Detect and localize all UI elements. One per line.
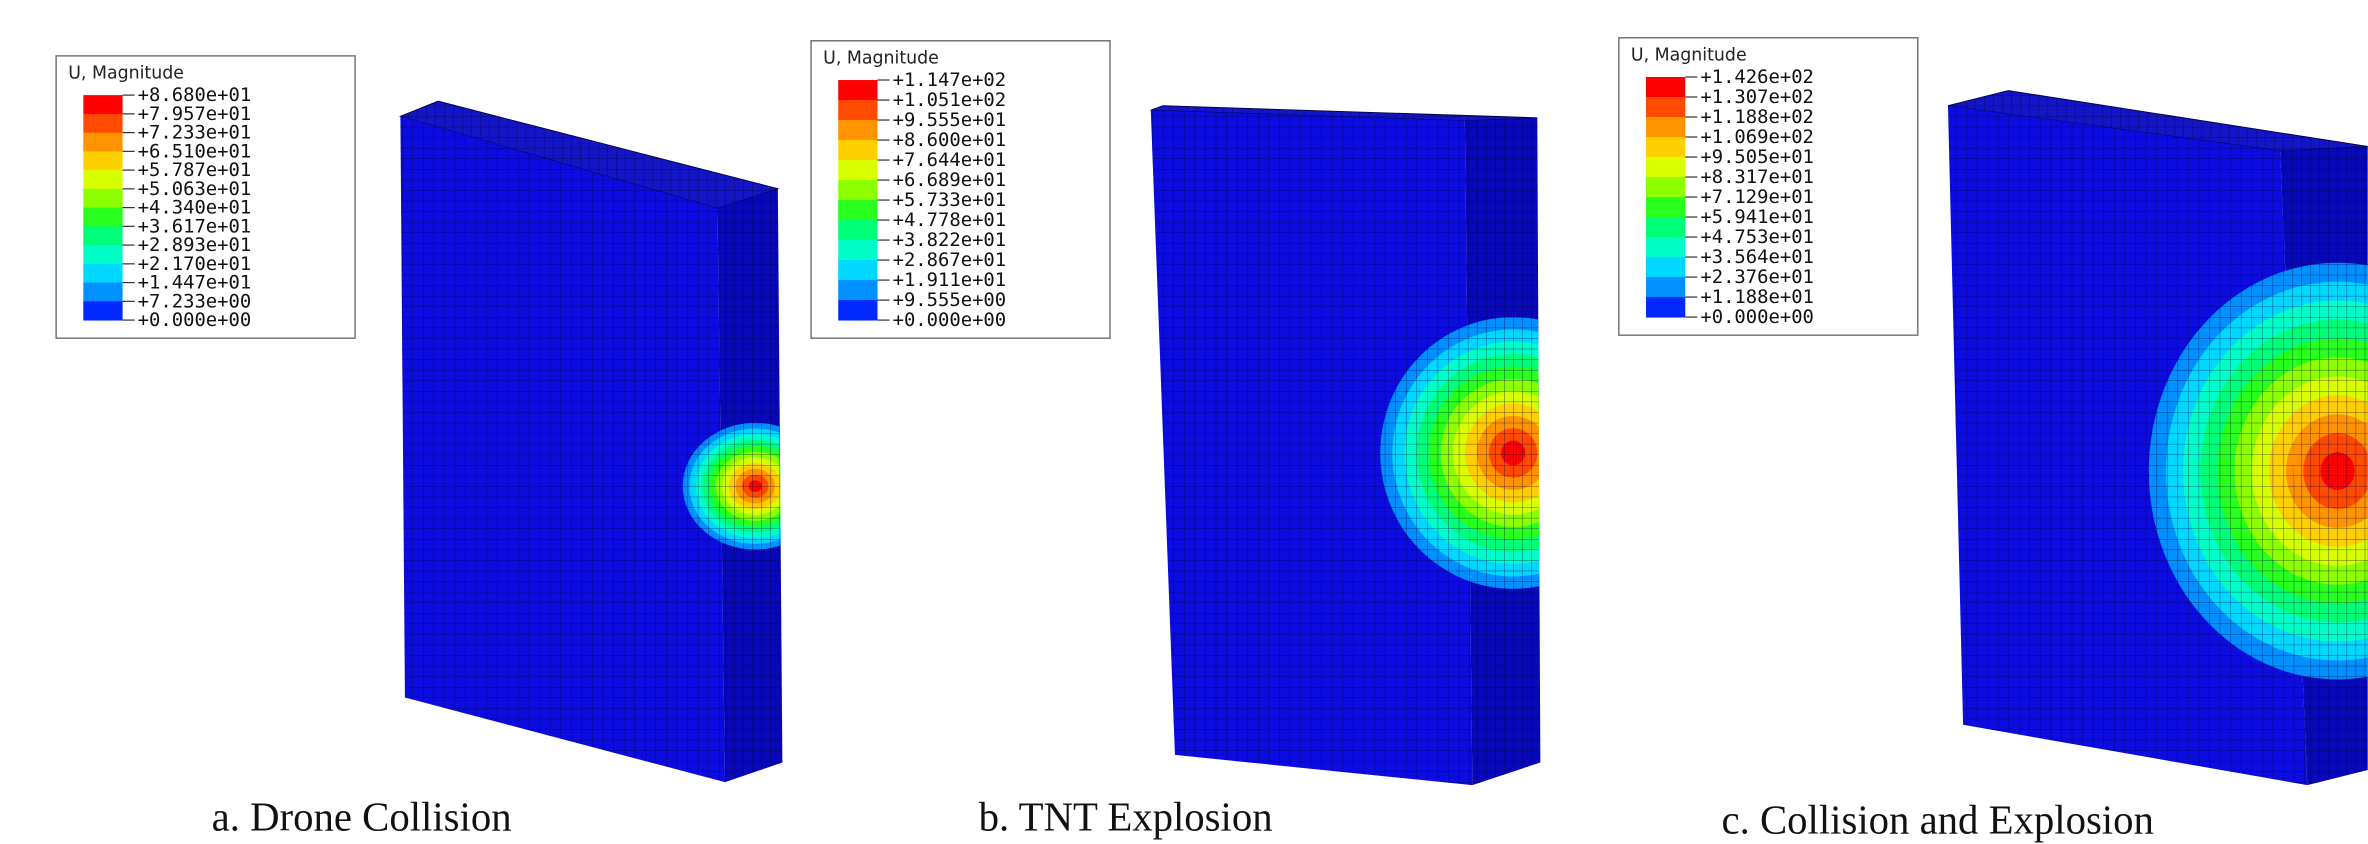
legend-label: +3.822e+01 [893,229,1007,251]
legend-label: +8.600e+01 [893,129,1007,151]
legend-swatch [83,170,122,189]
legend-label: +9.505e+01 [1700,146,1814,168]
panel: U, Magnitude+1.426e+02+1.307e+02+1.188e+… [1619,38,2368,843]
legend-swatch [838,120,877,140]
caption: b. TNT Explosion [979,794,1273,839]
legend-label: +1.188e+02 [1700,106,1814,128]
legend: U, Magnitude+1.147e+02+1.051e+02+9.555e+… [811,41,1110,338]
legend-swatch [83,189,122,208]
legend-swatch [838,100,877,120]
legend-swatch [838,260,877,280]
legend-label: +9.555e+00 [893,289,1007,311]
legend-swatch [838,300,877,320]
legend-swatch [838,180,877,200]
mesh-front [1151,110,1473,785]
legend-swatch [83,245,122,264]
legend-label: +1.307e+02 [1700,86,1814,108]
legend-label: +3.564e+01 [1700,246,1814,268]
plate [400,101,827,782]
legend-swatch [83,151,122,170]
legend-title: U, Magnitude [68,64,184,84]
legend-swatch [83,301,122,320]
legend-label: +4.778e+01 [893,209,1007,231]
legend-swatch [1646,77,1685,97]
legend-swatch [1646,137,1685,157]
page: U, Magnitude+8.680e+01+7.957e+01+7.233e+… [0,0,2368,844]
mesh-side [1465,118,1540,785]
legend-swatch [1646,157,1685,177]
legend: U, Magnitude+8.680e+01+7.957e+01+7.233e+… [56,56,355,338]
mesh-side [717,189,782,782]
plate [1948,91,2368,786]
legend-label: +0.000e+00 [1700,306,1814,328]
caption: a. Drone Collision [212,794,512,839]
legend-swatch [838,200,877,220]
legend-swatch [83,264,122,283]
legend-label: +0.000e+00 [138,309,252,331]
legend-swatch [838,240,877,260]
figure: U, Magnitude+8.680e+01+7.957e+01+7.233e+… [0,0,2368,844]
mesh-front [400,116,725,782]
legend-swatch [838,140,877,160]
legend-swatch [1646,97,1685,117]
legend-label: +7.129e+01 [1700,186,1814,208]
legend-label: +1.911e+01 [893,269,1007,291]
panel: U, Magnitude+8.680e+01+7.957e+01+7.233e+… [56,56,828,840]
legend-swatch [838,280,877,300]
legend-swatch [838,160,877,180]
legend-swatch [1646,217,1685,237]
legend-swatch [83,226,122,245]
legend-swatch [83,133,122,152]
legend-swatch [838,80,877,100]
legend-swatch [1646,197,1685,217]
legend-label: +1.188e+01 [1700,286,1814,308]
legend-label: +2.867e+01 [893,249,1007,271]
legend-swatch [1646,117,1685,137]
legend-label: +9.555e+01 [893,109,1007,131]
legend-label: +8.317e+01 [1700,166,1814,188]
legend-label: +1.051e+02 [893,89,1007,111]
legend-label: +1.426e+02 [1700,66,1814,88]
legend-label: +5.733e+01 [893,189,1007,211]
legend-swatch [1646,257,1685,277]
legend-swatch [83,114,122,133]
legend-label: +4.753e+01 [1700,226,1814,248]
legend-title: U, Magnitude [823,48,939,68]
legend-label: +0.000e+00 [893,309,1007,331]
legend-swatch [1646,297,1685,317]
legend-swatch [1646,237,1685,257]
legend-swatch [83,208,122,227]
legend-label: +7.644e+01 [893,149,1007,171]
mesh-front [1948,106,2307,785]
legend: U, Magnitude+1.426e+02+1.307e+02+1.188e+… [1619,38,1918,335]
legend-label: +1.069e+02 [1700,126,1814,148]
caption: c. Collision and Explosion [1722,797,2154,842]
legend-swatch [83,283,122,302]
legend-title: U, Magnitude [1631,45,1747,65]
legend-swatch [1646,277,1685,297]
legend-label: +5.941e+01 [1700,206,1814,228]
legend-swatch [838,220,877,240]
legend-swatch [83,95,122,114]
plate [1151,106,1646,785]
legend-label: +1.147e+02 [893,69,1007,91]
legend-swatch [1646,177,1685,197]
legend-label: +6.689e+01 [893,169,1007,191]
legend-label: +2.376e+01 [1700,266,1814,288]
panel: U, Magnitude+1.147e+02+1.051e+02+9.555e+… [811,41,1646,840]
